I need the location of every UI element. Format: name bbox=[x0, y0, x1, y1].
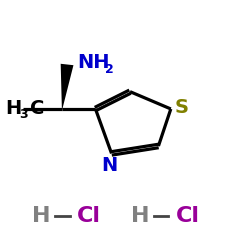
Text: H: H bbox=[32, 206, 50, 227]
Text: NH: NH bbox=[77, 52, 110, 72]
Text: Cl: Cl bbox=[77, 206, 101, 227]
Polygon shape bbox=[61, 64, 74, 109]
Text: 3: 3 bbox=[20, 108, 28, 121]
Text: S: S bbox=[174, 98, 188, 117]
Text: Cl: Cl bbox=[176, 206, 200, 227]
Text: N: N bbox=[101, 156, 117, 175]
Text: C: C bbox=[30, 99, 44, 118]
Text: H: H bbox=[5, 99, 21, 118]
Text: 2: 2 bbox=[105, 63, 114, 76]
Text: H: H bbox=[131, 206, 149, 227]
